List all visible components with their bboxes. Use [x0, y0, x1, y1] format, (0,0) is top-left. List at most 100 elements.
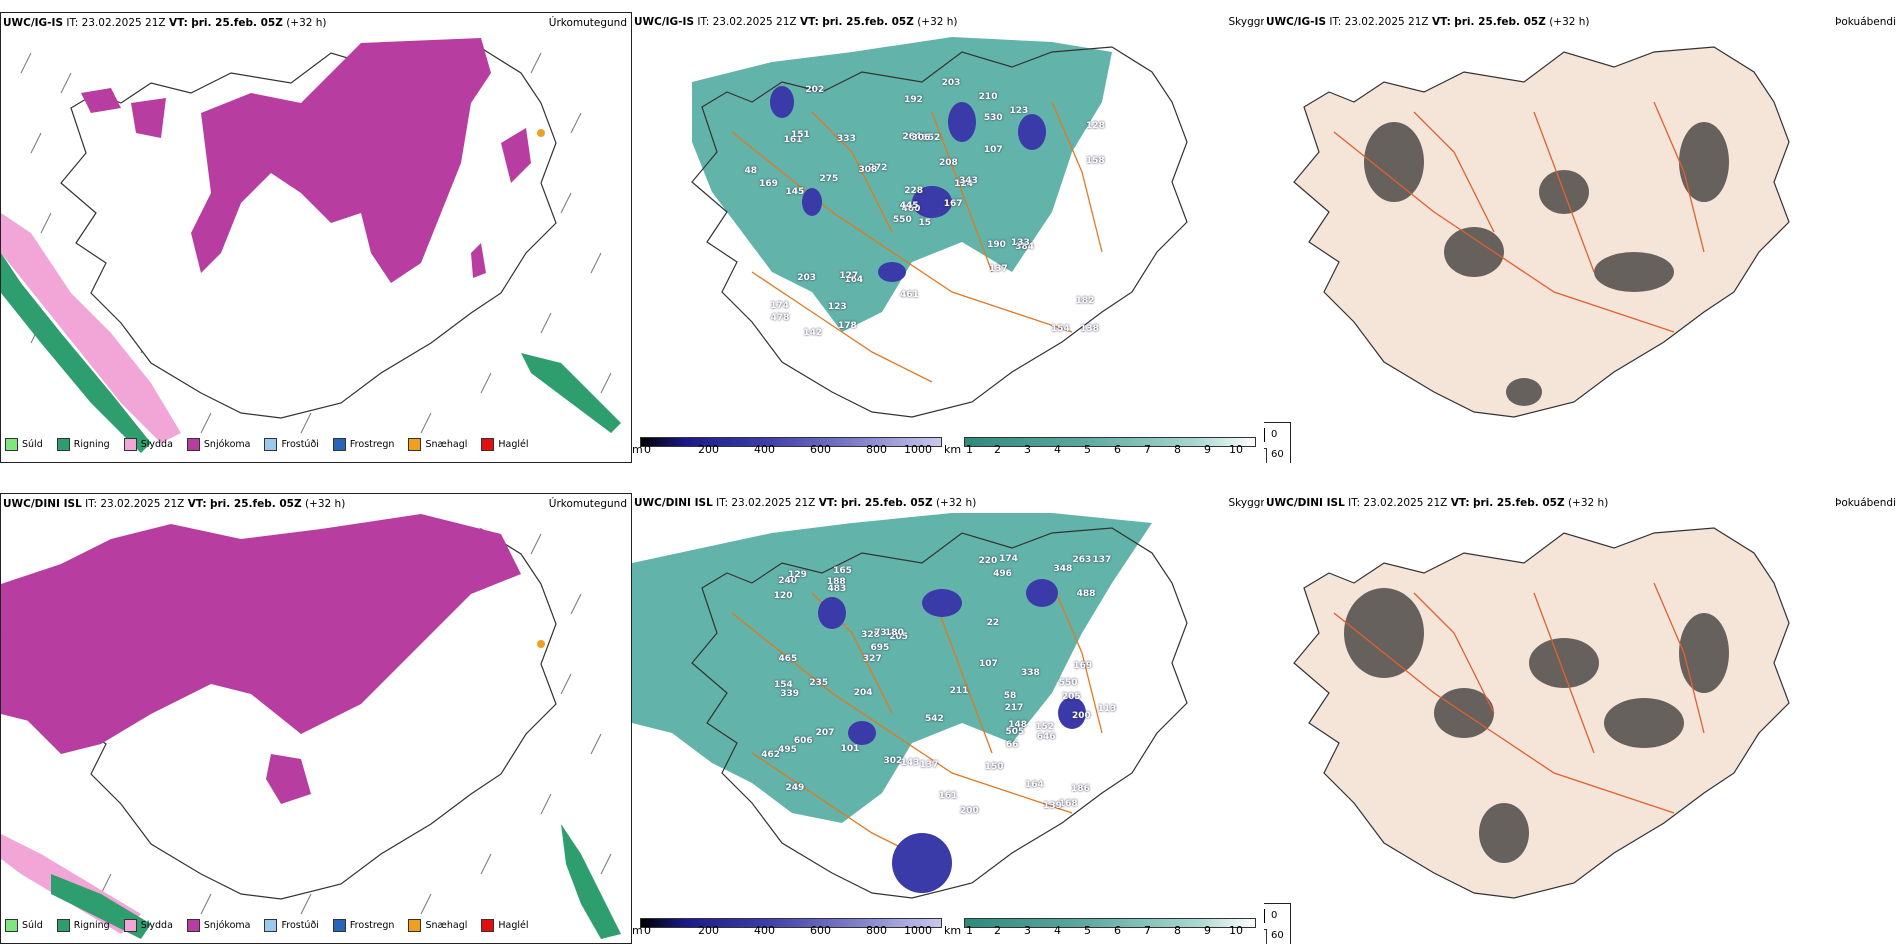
- tick: 2: [994, 443, 1001, 456]
- panel-visibility-igis: UWC/IG-IS IT: 23.02.2025 21Z VT: þri. 25…: [632, 12, 1264, 463]
- tick: 4: [1054, 924, 1061, 937]
- valid-time-label: VT:: [1450, 497, 1470, 509]
- snow-area-west: [1, 634, 61, 724]
- fog-legend: 0 60: [1264, 422, 1291, 463]
- panel-header: UWC/DINI ISL IT: 23.02.2025 21Z VT: þri.…: [3, 498, 345, 510]
- tick: 0: [1271, 910, 1278, 921]
- model-name: UWC/IG-IS: [3, 17, 64, 29]
- tick: 9: [1204, 924, 1211, 937]
- tick: 1: [966, 443, 973, 456]
- teal-field: [632, 513, 1152, 823]
- init-time: IT: 23.02.2025 21Z: [85, 498, 185, 510]
- legend-item-sudd: Súld: [5, 919, 43, 932]
- panel-header: UWC/DINI ISL IT: 23.02.2025 21Z VT: þri.…: [1266, 497, 1608, 509]
- tick: 5: [1084, 443, 1091, 456]
- visibility-map-bottom: [632, 513, 1188, 899]
- hail-spot: [537, 129, 545, 137]
- fog-swatch-dark: [1264, 428, 1265, 442]
- legend-item-slydda: Slydda: [123, 919, 173, 932]
- legend-item-snaehagl: Snæhagl: [408, 438, 467, 451]
- visibility-unit: km: [944, 924, 962, 937]
- low-vis-blobs: [770, 86, 1046, 282]
- visibility-gradient: [964, 918, 1256, 928]
- init-time: IT: 23.02.2025 21Z: [1329, 16, 1429, 28]
- tick: 1000: [904, 443, 932, 456]
- panel-header: UWC/DINI ISL IT: 23.02.2025 21Z VT: þri.…: [634, 497, 976, 509]
- valid-time: þri. 25.feb. 05Z: [191, 17, 283, 29]
- tick: 9: [1204, 443, 1211, 456]
- panel-title: Þokuábendi: [1835, 497, 1896, 509]
- valid-time-label: VT:: [818, 497, 838, 509]
- snow-area-large: [1, 514, 521, 754]
- valid-time-label: VT:: [187, 498, 207, 510]
- iceland-land: [1293, 46, 1790, 418]
- tick: 0: [1271, 429, 1278, 440]
- road-network: [731, 101, 1103, 383]
- precip-map: [1, 38, 621, 453]
- fog-legend: 0 60: [1264, 903, 1291, 944]
- panel-header: UWC/IG-IS IT: 23.02.2025 21Z VT: þri. 25…: [1266, 16, 1590, 28]
- tick: 2: [994, 924, 1001, 937]
- panel-fog-igis: UWC/IG-IS IT: 23.02.2025 21Z VT: þri. 25…: [1264, 12, 1900, 463]
- elevation-gradient: [640, 918, 942, 928]
- legend-item-haglel: Haglél: [481, 438, 529, 451]
- lead-time: (+32 h): [304, 498, 346, 510]
- legend-item-slydda: Slydda: [123, 438, 173, 451]
- legend-item-snaehagl: Snæhagl: [408, 919, 467, 932]
- valid-time: þri. 25.feb. 05Z: [1472, 497, 1565, 509]
- panel-header: UWC/IG-IS IT: 23.02.2025 21Z VT: þri. 25…: [3, 17, 327, 29]
- tick: 400: [754, 443, 775, 456]
- tick: 60: [1271, 930, 1284, 941]
- elevation-gradient: [640, 437, 942, 447]
- panel-header: UWC/IG-IS IT: 23.02.2025 21Z VT: þri. 25…: [634, 16, 958, 28]
- model-name: UWC/DINI ISL: [3, 498, 82, 510]
- init-time: IT: 23.02.2025 21Z: [716, 497, 816, 509]
- road-network: [1333, 582, 1705, 814]
- valid-time-label: VT:: [168, 17, 188, 29]
- legend-item-sudd: Súld: [5, 438, 43, 451]
- tick: 600: [810, 443, 831, 456]
- lead-time: (+32 h): [917, 16, 958, 28]
- road-network: [731, 582, 1103, 864]
- tick: 5: [1084, 924, 1091, 937]
- tick: 8: [1174, 443, 1181, 456]
- lead-time: (+32 h): [1567, 497, 1609, 509]
- model-name: UWC/DINI ISL: [1266, 497, 1345, 509]
- fog-dark-areas: [1344, 588, 1729, 863]
- fog-map-top: [1293, 46, 1790, 418]
- wind-barbs: [100, 533, 612, 915]
- tick: 3: [1024, 443, 1031, 456]
- tick: 1: [966, 924, 973, 937]
- tick: 600: [810, 924, 831, 937]
- colorbar-visibility: km 1 2 3 4 5 6 7 8 9 10: [944, 918, 1259, 944]
- fog-swatch-dark: [1264, 909, 1265, 923]
- legend-item-frostregn: Frostregn: [332, 438, 394, 451]
- valid-time-label: VT:: [1431, 16, 1451, 28]
- valid-time: þri. 25.feb. 05Z: [822, 16, 914, 28]
- tick: 60: [1271, 449, 1284, 460]
- fog-swatch-light: [1264, 929, 1267, 944]
- model-name: UWC/IG-IS: [1266, 16, 1327, 28]
- tick: 0: [644, 924, 651, 937]
- init-time: IT: 23.02.2025 21Z: [66, 17, 166, 29]
- tick: 800: [866, 924, 887, 937]
- rain-area-se: [521, 353, 621, 433]
- init-time: IT: 23.02.2025 21Z: [697, 16, 797, 28]
- elevation-unit: m: [632, 443, 643, 456]
- panel-title: Skyggni: [1228, 497, 1265, 509]
- model-name: UWC/DINI ISL: [634, 497, 713, 509]
- sleet-area-sw: [1, 213, 181, 443]
- valid-time-label: VT:: [799, 16, 819, 28]
- elevation-unit: m: [632, 924, 643, 937]
- panel-fog-dini: UWC/DINI ISL IT: 23.02.2025 21Z VT: þri.…: [1264, 493, 1900, 944]
- rain-area-sw: [1, 253, 151, 453]
- panel-precip-type-igis: UWC/IG-IS IT: 23.02.2025 21Z VT: þri. 25…: [0, 12, 632, 463]
- legend-item-frostregn: Frostregn: [332, 919, 394, 932]
- valid-time: þri. 25.feb. 05Z: [1454, 16, 1546, 28]
- tick: 200: [698, 924, 719, 937]
- snow-areas: [81, 38, 531, 283]
- tick: 10: [1229, 443, 1243, 456]
- legend-item-snjokoma: Snjókoma: [186, 438, 250, 451]
- valid-time: þri. 25.feb. 05Z: [209, 498, 302, 510]
- fog-dark-areas: [1364, 122, 1729, 406]
